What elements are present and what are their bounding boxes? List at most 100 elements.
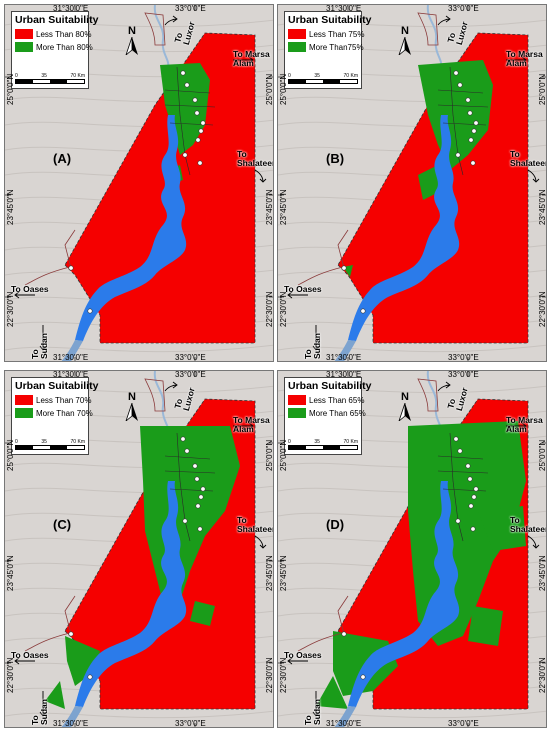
town-marker [182,152,188,158]
town-marker [467,476,473,482]
dest-shalateen: To Shalateen [510,515,547,534]
town-marker [473,486,479,492]
coord-bottom-left: 31°30'0"E [326,353,362,362]
suitable-area [160,63,210,155]
town-marker [184,82,190,88]
north-label: N [401,25,409,37]
town-marker [68,631,74,637]
lake-nasser [348,481,460,707]
town-marker [457,82,463,88]
coord-top-right: 33°0'0"E [448,4,479,13]
scale-max: 70 Km [70,439,85,445]
dest-sudan: To Sudan [303,699,322,725]
scale-zero: 0 [15,73,18,79]
north-arrow-icon [398,36,411,57]
town-marker [341,265,347,271]
scale-mid: 35 [41,73,47,79]
town-marker [455,152,461,158]
coord-left-lower: 22°30'0"N [6,657,15,693]
legend-item-high: More Than 65% [288,408,366,418]
town-marker [200,486,206,492]
town-marker [471,494,477,500]
legend-swatch-red [15,29,33,39]
legend-item-high: More Than 80% [15,42,93,52]
map-canvas [278,371,546,727]
legend-title: Urban Suitability [15,14,99,26]
town-marker [180,70,186,76]
town-marker [360,674,366,680]
town-marker [455,518,461,524]
town-marker [195,137,201,143]
town-marker [200,120,206,126]
coord-top-left: 31°30'0"E [326,4,362,13]
coord-left-middle: 23°45'0"N [279,555,288,591]
coord-left-upper: 25°0'0"N [6,439,15,471]
coord-bottom-right: 33°0'0"E [448,353,479,362]
town-marker [453,436,459,442]
scale-mid: 35 [41,439,47,445]
legend-label-high: More Than 70% [36,408,93,418]
suitable-area [468,606,503,646]
coord-right-middle: 23°45'0"N [538,555,547,591]
dest-sudan: To Sudan [30,333,49,359]
legend-item-low: Less Than 70% [15,395,91,405]
suitable-area [478,506,526,551]
legend: Urban Suitability Less Than 65% More Tha… [284,377,371,455]
coord-right-lower: 22°30'0"N [538,657,547,693]
town-marker [470,160,476,166]
north-arrow: N [125,25,139,60]
lake-nasser [348,115,460,341]
dest-oases: To Oases [11,284,49,294]
coord-left-middle: 23°45'0"N [6,189,15,225]
scale-mid: 35 [314,439,320,445]
map-panel-b: Urban Suitability Less Than 75% More Tha… [277,4,547,362]
north-arrow-icon [398,402,411,423]
town-marker [453,70,459,76]
legend-swatch-green [288,408,306,418]
map-panel-a: Urban Suitability Less Than 80% More Tha… [4,4,274,362]
coord-top-right: 33°0'0"E [448,370,479,379]
town-marker [457,448,463,454]
town-marker [192,463,198,469]
town-marker [184,448,190,454]
north-arrow-icon [125,36,138,57]
coord-right-lower: 22°30'0"N [265,291,274,327]
legend-title: Urban Suitability [15,380,99,392]
town-marker [465,97,471,103]
scale-max: 70 Km [343,439,358,445]
town-marker [195,503,201,509]
coord-top-right: 33°0'0"E [175,370,206,379]
dest-marsa-alam: To Marsa Alam [233,415,270,434]
town-marker [341,631,347,637]
dest-marsa-alam: To Marsa Alam [506,49,543,68]
panel-label: (C) [53,517,72,532]
legend-item-low: Less Than 65% [288,395,364,405]
legend-swatch-red [288,29,306,39]
scale-zero: 0 [288,73,291,79]
legend-item-high: More Than 70% [15,408,93,418]
town-marker [467,110,473,116]
town-marker [68,265,74,271]
north-label: N [128,25,136,37]
panel-label: (B) [326,151,345,166]
suitable-area [45,681,65,709]
suitable-area [190,601,215,626]
town-marker [198,128,204,134]
coord-right-upper: 25°0'0"N [538,73,547,105]
coord-bottom-left: 31°30'0"E [53,353,89,362]
legend-swatch-green [15,408,33,418]
lake-nasser [75,115,187,341]
coord-right-lower: 22°30'0"N [538,291,547,327]
coord-left-middle: 23°45'0"N [279,189,288,225]
coord-right-middle: 23°45'0"N [538,189,547,225]
coord-top-left: 31°30'0"E [53,4,89,13]
town-marker [194,476,200,482]
dest-shalateen: To Shalateen [510,149,547,168]
coord-left-upper: 25°0'0"N [6,73,15,105]
map-canvas [278,5,546,361]
north-label: N [128,391,136,403]
scale-max: 70 Km [70,73,85,79]
legend-label-low: Less Than 65% [309,395,365,405]
scale-zero: 0 [15,439,18,445]
legend-swatch-red [15,395,33,405]
